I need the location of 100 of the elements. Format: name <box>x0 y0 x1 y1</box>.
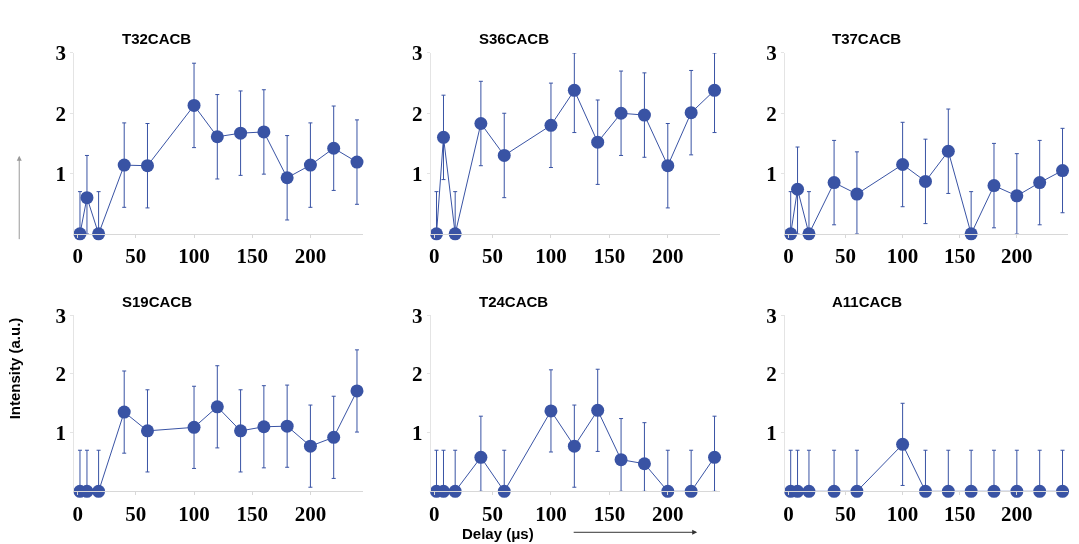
point <box>850 187 864 201</box>
x-tick-label: 200 <box>1001 244 1033 269</box>
y-tick-label: 2 <box>411 101 423 126</box>
x-tick-label: 50 <box>125 501 147 526</box>
x-tick-label: 150 <box>236 244 268 269</box>
x-tick-label: 200 <box>294 501 327 526</box>
x-tick-label: 50 <box>125 244 147 269</box>
y-tick-label: 3 <box>766 41 777 66</box>
point <box>708 83 722 97</box>
x-tick-label: 150 <box>943 244 976 269</box>
chart-title: T37CACB <box>832 30 902 47</box>
point <box>918 174 932 188</box>
y-axis-title: Intensity (a.u.) <box>6 317 24 420</box>
x-tick-label: 150 <box>236 501 268 526</box>
x-tick-label: 200 <box>652 501 684 526</box>
point <box>987 179 1001 193</box>
y-tick-label: 2 <box>766 101 777 126</box>
point <box>614 453 628 467</box>
point <box>544 118 558 132</box>
x-tick-label: 100 <box>886 501 919 526</box>
y-tick-label: 2 <box>766 362 777 387</box>
point <box>1033 176 1047 190</box>
point <box>784 227 798 241</box>
point <box>1010 189 1024 203</box>
chart-title: S19CACB <box>122 293 193 310</box>
point <box>80 191 94 205</box>
point <box>140 159 154 173</box>
point <box>474 117 488 130</box>
y-tick-label: 1 <box>766 161 777 186</box>
point <box>1056 164 1070 178</box>
chart-title: T32CACB <box>122 30 192 47</box>
y-tick-label: 2 <box>411 362 423 387</box>
point <box>210 130 224 144</box>
point <box>791 182 805 196</box>
x-tick-label: 50 <box>835 501 857 526</box>
point <box>303 439 317 453</box>
x-tick-label: 0 <box>783 501 794 526</box>
y-tick-label: 3 <box>55 41 66 66</box>
y-tick-label: 3 <box>411 303 423 328</box>
point <box>661 159 675 173</box>
point <box>567 439 581 453</box>
chart-title: A11CACB <box>832 293 903 310</box>
y-tick-label: 1 <box>766 420 777 445</box>
point <box>708 450 722 464</box>
x-tick-label: 0 <box>72 244 83 269</box>
point <box>350 384 364 398</box>
x-tick-label: 0 <box>428 501 440 526</box>
y-tick-label: 1 <box>411 420 423 445</box>
x-tick-label: 100 <box>178 501 210 526</box>
x-tick-label: 0 <box>428 244 440 269</box>
point <box>280 171 294 185</box>
x-tick-label: 100 <box>535 244 567 269</box>
y-tick-label: 1 <box>55 161 66 186</box>
point <box>187 420 201 434</box>
point <box>257 125 271 139</box>
point <box>591 403 605 417</box>
point <box>187 98 201 112</box>
point <box>350 155 364 169</box>
point <box>684 106 698 120</box>
x-tick-label: 0 <box>72 501 83 526</box>
point <box>437 130 450 144</box>
point <box>827 176 841 190</box>
point <box>497 148 511 162</box>
x-tick-label: 200 <box>652 244 684 269</box>
point <box>140 424 154 438</box>
point <box>234 424 248 438</box>
y-tick-label: 3 <box>766 303 777 328</box>
chart-title: S36CACB <box>479 30 550 47</box>
point <box>474 450 488 464</box>
point <box>544 404 558 418</box>
x-tick-label: 100 <box>178 244 210 269</box>
point <box>637 108 651 122</box>
x-tick-label: 0 <box>783 244 794 269</box>
x-tick-label: 100 <box>535 501 567 526</box>
point <box>591 135 605 149</box>
x-axis-title: Delay (μs) <box>462 525 534 542</box>
point <box>941 144 955 158</box>
y-tick-label: 3 <box>411 41 423 66</box>
y-tick-label: 1 <box>55 420 66 445</box>
point <box>567 83 581 97</box>
point <box>303 158 317 172</box>
point <box>280 419 294 433</box>
x-tick-label: 150 <box>593 244 626 269</box>
point <box>117 405 131 419</box>
point <box>661 484 675 498</box>
x-tick-label: 200 <box>294 244 327 269</box>
x-tick-label: 150 <box>943 501 976 526</box>
x-tick-label: 50 <box>835 244 857 269</box>
point <box>327 430 341 444</box>
point <box>257 420 271 434</box>
x-tick-label: 100 <box>886 244 919 269</box>
point <box>327 141 341 155</box>
x-tick-label: 50 <box>482 501 504 526</box>
point <box>117 158 131 172</box>
point <box>637 457 651 471</box>
y-tick-label: 2 <box>55 101 66 126</box>
y-tick-label: 1 <box>411 161 423 186</box>
point <box>614 106 628 120</box>
point <box>896 158 910 171</box>
chart-title: T24CACB <box>479 293 549 310</box>
